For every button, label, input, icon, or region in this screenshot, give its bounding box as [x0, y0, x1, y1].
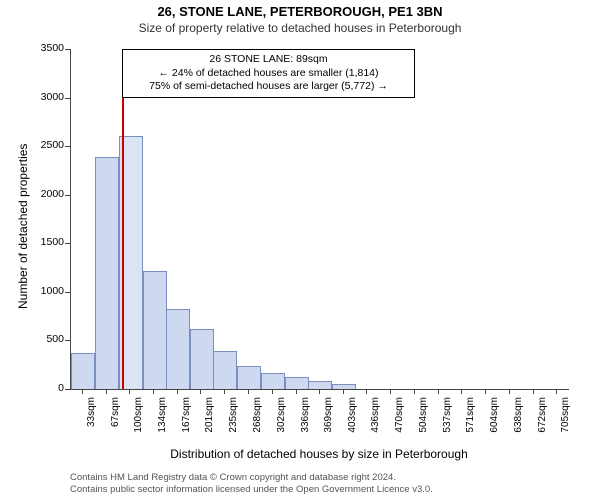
x-axis-label: Distribution of detached houses by size … [70, 447, 568, 461]
chart-title: 26, STONE LANE, PETERBOROUGH, PE1 3BN [0, 4, 600, 19]
xtick-label: 504sqm [418, 397, 429, 441]
ytick-mark [65, 49, 70, 50]
xtick-mark [248, 389, 249, 394]
histogram-bar [285, 377, 309, 389]
xtick-mark [129, 389, 130, 394]
xtick-label: 235sqm [228, 397, 239, 441]
chart-container: 26, STONE LANE, PETERBOROUGH, PE1 3BN Si… [0, 4, 600, 504]
chart-subtitle: Size of property relative to detached ho… [0, 21, 600, 35]
footer-text: Contains HM Land Registry data © Crown c… [70, 472, 433, 497]
xtick-mark [82, 389, 83, 394]
xtick-label: 403sqm [347, 397, 358, 441]
xtick-label: 33sqm [86, 397, 97, 441]
xtick-label: 672sqm [537, 397, 548, 441]
ytick-label: 2500 [30, 139, 64, 151]
xtick-label: 167sqm [181, 397, 192, 441]
xtick-label: 705sqm [560, 397, 571, 441]
xtick-label: 302sqm [276, 397, 287, 441]
xtick-mark [414, 389, 415, 394]
histogram-bar [71, 353, 95, 389]
ytick-label: 3500 [30, 42, 64, 54]
ytick-label: 1000 [30, 285, 64, 297]
xtick-mark [509, 389, 510, 394]
xtick-label: 100sqm [133, 397, 144, 441]
annotation-line3: 75% of semi-detached houses are larger (… [131, 80, 406, 94]
footer-line1: Contains HM Land Registry data © Crown c… [70, 472, 433, 484]
xtick-mark [224, 389, 225, 394]
xtick-mark [200, 389, 201, 394]
histogram-bar [95, 157, 119, 389]
xtick-mark [533, 389, 534, 394]
xtick-mark [296, 389, 297, 394]
xtick-label: 436sqm [370, 397, 381, 441]
xtick-mark [177, 389, 178, 394]
histogram-bar [261, 373, 285, 390]
annotation-line2: ← 24% of detached houses are smaller (1,… [131, 67, 406, 81]
xtick-mark [556, 389, 557, 394]
xtick-mark [153, 389, 154, 394]
annotation-box: 26 STONE LANE: 89sqm ← 24% of detached h… [122, 49, 415, 98]
reference-line [122, 49, 124, 389]
y-axis-label: Number of detached properties [16, 144, 30, 309]
xtick-mark [366, 389, 367, 394]
ytick-mark [65, 98, 70, 99]
xtick-label: 571sqm [465, 397, 476, 441]
annotation-line1: 26 STONE LANE: 89sqm [131, 53, 406, 67]
xtick-mark [438, 389, 439, 394]
xtick-mark [343, 389, 344, 394]
xtick-label: 134sqm [157, 397, 168, 441]
xtick-mark [390, 389, 391, 394]
xtick-label: 268sqm [252, 397, 263, 441]
xtick-label: 638sqm [513, 397, 524, 441]
histogram-bar [308, 381, 332, 389]
xtick-label: 369sqm [323, 397, 334, 441]
ytick-mark [65, 389, 70, 390]
xtick-mark [106, 389, 107, 394]
histogram-bar [143, 271, 167, 390]
ytick-label: 2000 [30, 188, 64, 200]
histogram-bar [190, 329, 214, 389]
histogram-bar [213, 351, 237, 389]
ytick-label: 0 [30, 382, 64, 394]
ytick-label: 3000 [30, 91, 64, 103]
ytick-mark [65, 146, 70, 147]
xtick-mark [272, 389, 273, 394]
ytick-mark [65, 195, 70, 196]
footer-line2: Contains public sector information licen… [70, 484, 433, 496]
ytick-mark [65, 292, 70, 293]
xtick-label: 336sqm [300, 397, 311, 441]
xtick-mark [319, 389, 320, 394]
histogram-bar [332, 384, 356, 389]
ytick-mark [65, 340, 70, 341]
ytick-label: 500 [30, 333, 64, 345]
xtick-label: 470sqm [394, 397, 405, 441]
plot-area [70, 49, 569, 390]
xtick-label: 537sqm [442, 397, 453, 441]
xtick-label: 67sqm [110, 397, 121, 441]
ytick-label: 1500 [30, 236, 64, 248]
histogram-bar [237, 366, 261, 389]
ytick-mark [65, 243, 70, 244]
xtick-mark [461, 389, 462, 394]
histogram-bar [166, 309, 190, 389]
xtick-mark [485, 389, 486, 394]
xtick-label: 604sqm [489, 397, 500, 441]
xtick-label: 201sqm [204, 397, 215, 441]
